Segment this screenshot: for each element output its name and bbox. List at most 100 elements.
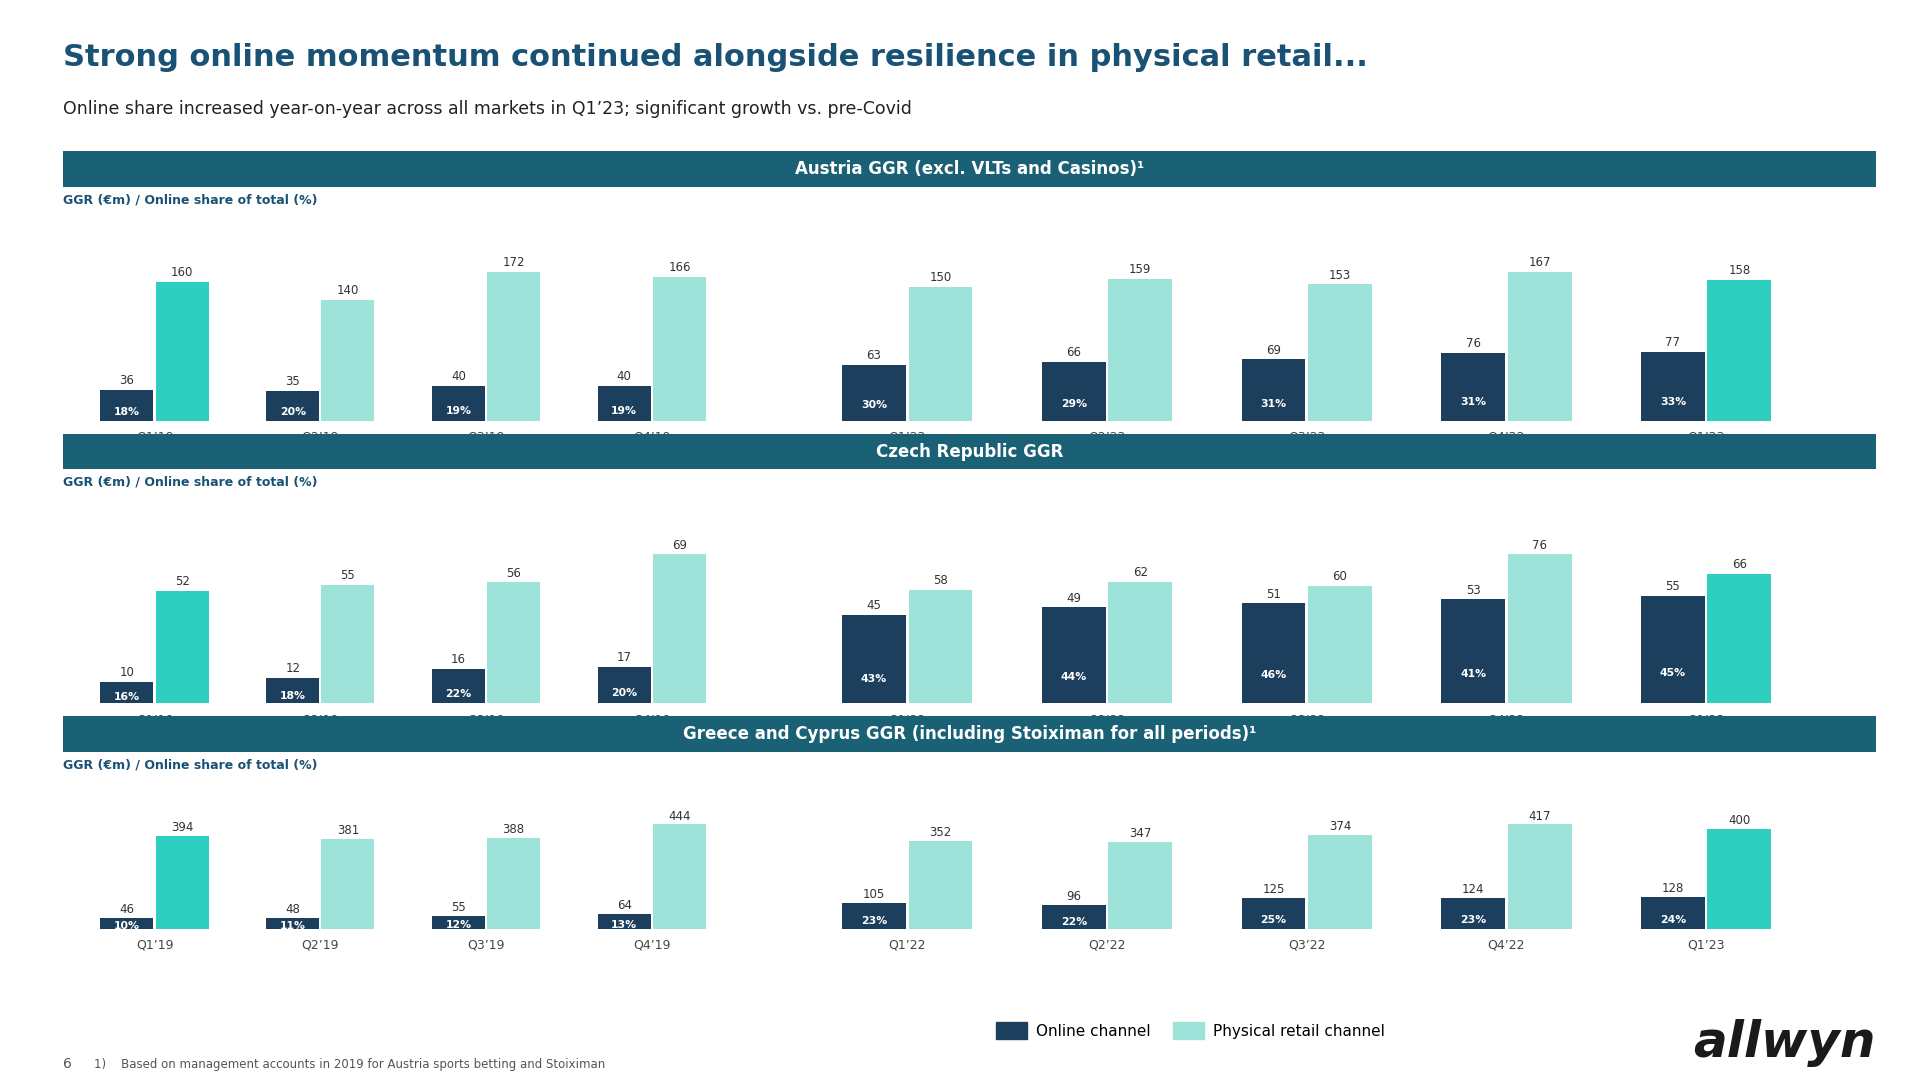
Text: 18%: 18%: [113, 407, 140, 417]
Text: 381: 381: [336, 824, 359, 837]
Bar: [321, 584, 374, 703]
Bar: [908, 840, 972, 929]
Text: GGR (€m) / Online share of total (%): GGR (€m) / Online share of total (%): [63, 758, 319, 771]
Text: 23%: 23%: [860, 917, 887, 927]
Bar: [843, 903, 906, 929]
Bar: [432, 916, 486, 929]
Text: 6: 6: [63, 1057, 73, 1071]
Text: 46: 46: [119, 903, 134, 916]
Text: 46%: 46%: [1260, 671, 1286, 680]
Bar: [1043, 905, 1106, 929]
Bar: [597, 914, 651, 929]
Text: 20%: 20%: [611, 688, 637, 698]
Bar: [653, 276, 707, 421]
Text: 13%: 13%: [611, 919, 637, 930]
Text: 31%: 31%: [1260, 399, 1286, 408]
Text: 96: 96: [1066, 890, 1081, 903]
Text: 17: 17: [616, 651, 632, 664]
Bar: [653, 554, 707, 703]
Text: 55: 55: [451, 901, 467, 914]
Text: 16: 16: [451, 653, 467, 666]
Text: 29%: 29%: [1060, 400, 1087, 409]
Text: Greece and Cyprus GGR (including Stoiximan for all periods)¹: Greece and Cyprus GGR (including Stoixim…: [684, 726, 1256, 743]
Text: GGR (€m) / Online share of total (%): GGR (€m) / Online share of total (%): [63, 193, 319, 206]
Bar: [1308, 284, 1373, 421]
Text: 25%: 25%: [1260, 915, 1286, 926]
Bar: [156, 282, 209, 421]
Bar: [1043, 362, 1106, 421]
Bar: [1442, 897, 1505, 929]
Text: 35: 35: [286, 375, 300, 388]
Text: 69: 69: [1265, 343, 1281, 356]
Bar: [1707, 828, 1772, 929]
Text: 56: 56: [507, 567, 520, 580]
Bar: [1507, 824, 1572, 929]
Bar: [156, 836, 209, 929]
Bar: [100, 390, 154, 421]
Text: 19%: 19%: [445, 406, 472, 416]
Text: 31%: 31%: [1459, 396, 1486, 407]
Text: 66: 66: [1066, 347, 1081, 360]
Text: 44%: 44%: [1060, 672, 1087, 681]
Text: 36: 36: [119, 374, 134, 387]
Text: 105: 105: [862, 888, 885, 901]
Bar: [321, 299, 374, 421]
Bar: [653, 824, 707, 929]
Text: 76: 76: [1532, 539, 1548, 552]
Bar: [597, 387, 651, 421]
Bar: [432, 669, 486, 703]
Text: 160: 160: [171, 267, 194, 280]
Text: Online share increased year-on-year across all markets in Q1’23; significant gro: Online share increased year-on-year acro…: [63, 100, 912, 119]
Text: 48: 48: [286, 903, 300, 916]
Text: 166: 166: [668, 261, 691, 274]
Text: 53: 53: [1465, 584, 1480, 597]
Bar: [1108, 279, 1173, 421]
Text: 394: 394: [171, 821, 194, 835]
Text: 417: 417: [1528, 810, 1551, 823]
Text: 124: 124: [1461, 882, 1484, 896]
Text: 12: 12: [286, 662, 300, 675]
Bar: [1308, 585, 1373, 703]
Bar: [267, 918, 319, 929]
Text: 66: 66: [1732, 558, 1747, 571]
Text: 11%: 11%: [280, 920, 305, 931]
Text: 159: 159: [1129, 264, 1152, 276]
Text: 45%: 45%: [1661, 669, 1686, 678]
Text: 33%: 33%: [1659, 396, 1686, 406]
Bar: [1108, 842, 1173, 929]
Text: 20%: 20%: [280, 407, 305, 417]
Text: 40: 40: [616, 370, 632, 383]
Text: 40: 40: [451, 370, 467, 383]
Text: 30%: 30%: [860, 400, 887, 410]
Bar: [1308, 835, 1373, 929]
Text: 388: 388: [503, 823, 524, 836]
Bar: [1642, 896, 1705, 929]
Text: 58: 58: [933, 573, 948, 588]
Bar: [100, 681, 154, 703]
Text: 1)    Based on management accounts in 2019 for Austria sports betting and Stoixi: 1) Based on management accounts in 2019 …: [94, 1058, 605, 1071]
Text: 22%: 22%: [445, 689, 472, 699]
Text: Strong online momentum continued alongside resilience in physical retail...: Strong online momentum continued alongsi…: [63, 43, 1369, 72]
Text: 41%: 41%: [1459, 670, 1486, 679]
Text: 43%: 43%: [860, 674, 887, 684]
Bar: [1507, 272, 1572, 421]
Text: 45: 45: [866, 599, 881, 612]
Bar: [1442, 353, 1505, 421]
Text: 10%: 10%: [113, 921, 140, 931]
Text: Austria GGR (excl. VLTs and Casinos)¹: Austria GGR (excl. VLTs and Casinos)¹: [795, 160, 1144, 178]
Bar: [908, 287, 972, 421]
Bar: [1442, 599, 1505, 703]
Text: 22%: 22%: [1060, 917, 1087, 927]
Bar: [597, 666, 651, 703]
Text: 444: 444: [668, 810, 691, 823]
Legend: Online channel, Physical retail channel: Online channel, Physical retail channel: [991, 1015, 1390, 1045]
Bar: [1108, 582, 1173, 703]
Text: 24%: 24%: [1659, 915, 1686, 924]
Text: 64: 64: [616, 899, 632, 912]
Text: 167: 167: [1528, 256, 1551, 269]
Bar: [843, 616, 906, 703]
Bar: [1507, 554, 1572, 703]
Text: 153: 153: [1329, 269, 1352, 282]
Text: 76: 76: [1465, 337, 1480, 350]
Text: 16%: 16%: [113, 692, 140, 702]
